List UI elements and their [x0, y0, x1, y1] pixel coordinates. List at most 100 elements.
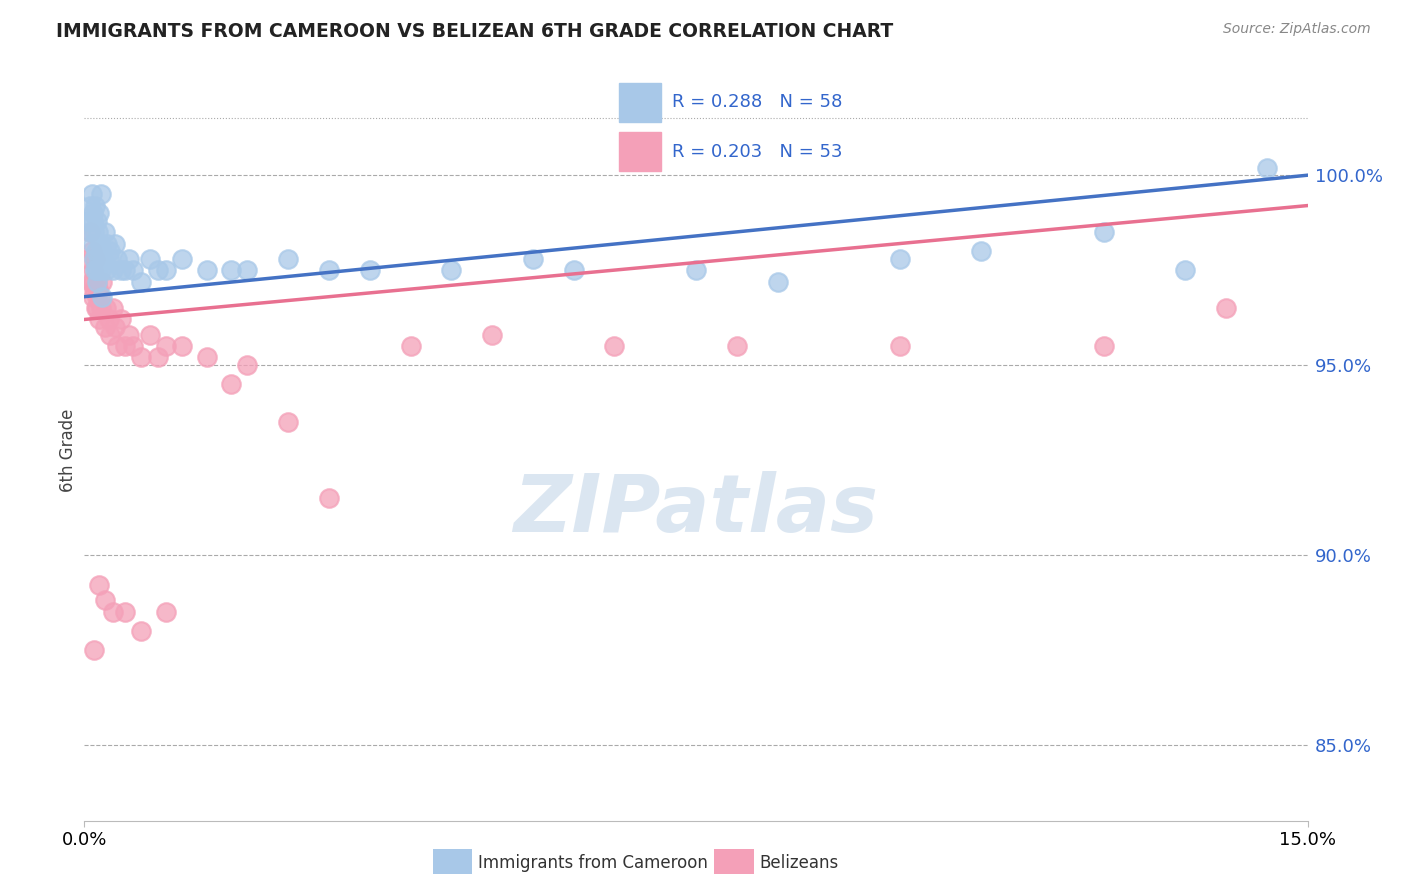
Point [359, 263, 381, 277]
Point [93, 320, 115, 334]
Point [87, 312, 110, 326]
Point [131, 275, 153, 289]
Text: Belizeans: Belizeans [759, 854, 838, 871]
Point [80, 187, 103, 202]
Point [96, 236, 118, 251]
Point [89, 236, 111, 251]
Point [118, 252, 141, 266]
Point [101, 301, 124, 315]
Point [318, 263, 340, 277]
Point [155, 605, 177, 619]
Point [195, 263, 218, 277]
Point [91, 290, 114, 304]
Point [114, 605, 136, 619]
Text: ZIPatlas: ZIPatlas [513, 471, 879, 549]
Point [889, 339, 911, 353]
Point [86, 301, 108, 315]
Point [84, 263, 107, 277]
Point [86, 213, 108, 227]
Point [138, 252, 160, 266]
Point [172, 252, 194, 266]
Point [104, 320, 127, 334]
Point [86, 275, 108, 289]
Point [110, 312, 132, 326]
Point [82, 275, 104, 289]
Point [86, 290, 108, 304]
Point [82, 206, 104, 220]
Point [219, 377, 242, 392]
Point [766, 275, 789, 289]
Point [80, 225, 103, 239]
Text: Immigrants from Cameroon: Immigrants from Cameroon [478, 854, 707, 871]
Text: IMMIGRANTS FROM CAMEROON VS BELIZEAN 6TH GRADE CORRELATION CHART: IMMIGRANTS FROM CAMEROON VS BELIZEAN 6TH… [56, 22, 893, 41]
Point [83, 252, 105, 266]
Point [84, 198, 107, 212]
Point [91, 244, 114, 259]
Point [277, 415, 299, 429]
Point [195, 351, 218, 365]
Point [79, 225, 101, 239]
Point [114, 339, 136, 353]
Point [84, 301, 107, 315]
Point [105, 252, 128, 266]
Point [970, 244, 993, 259]
Point [1215, 301, 1237, 315]
Point [114, 263, 136, 277]
Point [83, 642, 105, 657]
Point [172, 339, 194, 353]
Point [80, 244, 103, 259]
Point [84, 252, 107, 266]
Point [87, 282, 110, 296]
Point [481, 327, 503, 342]
Point [86, 263, 108, 277]
Point [101, 263, 124, 277]
Bar [619, 83, 661, 122]
Point [236, 358, 259, 372]
Point [87, 206, 110, 220]
Point [82, 236, 104, 251]
Point [79, 198, 101, 212]
Point [97, 252, 120, 266]
Point [101, 605, 124, 619]
Point [90, 263, 112, 277]
Point [110, 263, 132, 277]
Point [131, 351, 153, 365]
Point [562, 263, 585, 277]
Point [1092, 339, 1115, 353]
Point [318, 491, 340, 505]
Point [146, 263, 169, 277]
Point [685, 263, 707, 277]
Point [889, 252, 911, 266]
Point [91, 275, 114, 289]
Point [146, 351, 169, 365]
Point [82, 263, 104, 277]
Point [725, 339, 748, 353]
Point [83, 282, 105, 296]
Point [93, 593, 115, 607]
Y-axis label: 6th Grade: 6th Grade [59, 409, 77, 492]
Point [82, 213, 104, 227]
Point [522, 252, 544, 266]
Point [122, 263, 145, 277]
Point [440, 263, 463, 277]
Point [96, 263, 118, 277]
Point [236, 263, 259, 277]
Point [105, 339, 128, 353]
Text: R = 0.288   N = 58: R = 0.288 N = 58 [672, 94, 842, 112]
Point [82, 290, 104, 304]
Text: Source: ZipAtlas.com: Source: ZipAtlas.com [1223, 22, 1371, 37]
Point [118, 327, 141, 342]
Point [89, 290, 111, 304]
Point [122, 339, 145, 353]
Point [155, 339, 177, 353]
Point [87, 225, 110, 239]
Point [87, 252, 110, 266]
Point [87, 578, 110, 592]
Point [603, 339, 626, 353]
Point [91, 252, 114, 266]
Point [93, 225, 115, 239]
Point [97, 312, 120, 326]
Point [77, 252, 100, 266]
Point [131, 624, 153, 638]
Point [100, 327, 122, 342]
